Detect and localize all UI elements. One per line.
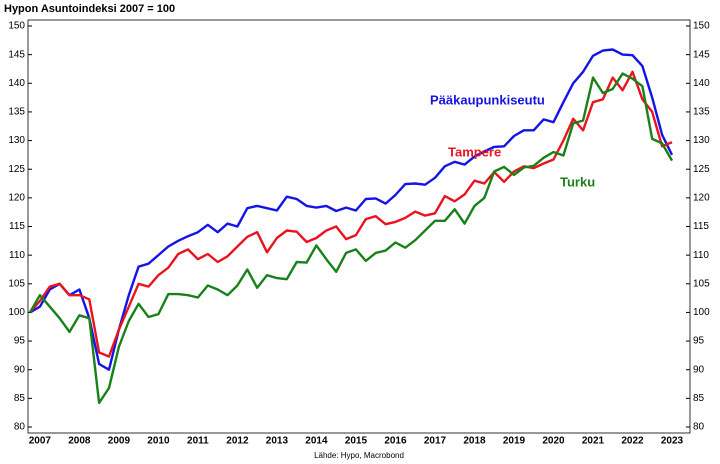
x-tick-label: 2008 bbox=[68, 436, 91, 447]
y2-tick-label: 115 bbox=[693, 221, 709, 232]
plot-frame bbox=[27, 19, 691, 434]
y2-tick-label: 90 bbox=[693, 364, 705, 375]
x-tick-label: 2022 bbox=[621, 436, 644, 447]
y2-tick-label: 125 bbox=[693, 164, 710, 175]
y2-tick-label: 145 bbox=[693, 49, 710, 60]
x-tick-label: 2019 bbox=[503, 436, 526, 447]
x-tick-label: 2018 bbox=[463, 436, 486, 447]
y2-tick-label: 85 bbox=[693, 393, 705, 404]
x-tick-label: 2009 bbox=[108, 436, 131, 447]
y-tick-label: 140 bbox=[8, 78, 25, 89]
x-tick-label: 2013 bbox=[266, 436, 289, 447]
series-label: Turku bbox=[560, 174, 595, 189]
source: Lähde: Hypo, Macrobond bbox=[314, 451, 404, 460]
y2-tick-label: 80 bbox=[693, 422, 705, 433]
y-tick-label: 120 bbox=[8, 192, 25, 203]
series-line bbox=[29, 70, 673, 358]
y-tick-label: 80 bbox=[14, 422, 26, 433]
y-tick-label: 90 bbox=[14, 364, 26, 375]
y2-tick-label: 100 bbox=[693, 307, 710, 318]
y-tick-label: 145 bbox=[8, 49, 25, 60]
x-tick-label: 2015 bbox=[345, 436, 368, 447]
y2-tick-label: 140 bbox=[693, 78, 710, 89]
x-tick-label: 2021 bbox=[582, 436, 605, 447]
y-tick-label: 95 bbox=[14, 336, 26, 347]
y-tick-label: 150 bbox=[8, 21, 25, 32]
x-tick-label: 2017 bbox=[424, 436, 447, 447]
x-tick-label: 2007 bbox=[29, 436, 52, 447]
x-tick-label: 2016 bbox=[384, 436, 407, 447]
y2-tick-label: 95 bbox=[693, 336, 705, 347]
y2-tick-label: 120 bbox=[693, 192, 710, 203]
y-tick-label: 105 bbox=[8, 278, 25, 289]
x-tick-label: 2010 bbox=[147, 436, 170, 447]
y-tick-label: 110 bbox=[9, 250, 25, 261]
x-tick-label: 2012 bbox=[226, 436, 249, 447]
chart-title: Hypon Asuntoindeksi 2007 = 100 bbox=[4, 3, 175, 15]
series-line bbox=[28, 72, 674, 405]
series-label: Tampere bbox=[448, 144, 501, 159]
y2-tick-label: 110 bbox=[693, 250, 709, 261]
y-tick-label: 130 bbox=[8, 135, 25, 146]
y2-tick-label: 150 bbox=[693, 21, 710, 32]
y-tick-label: 135 bbox=[8, 107, 25, 118]
series-line bbox=[29, 48, 674, 371]
y-tick-label: 100 bbox=[8, 307, 25, 318]
x-tick-label: 2020 bbox=[542, 436, 565, 447]
y-tick-label: 85 bbox=[14, 393, 26, 404]
x-tick-label: 2014 bbox=[305, 436, 328, 447]
y2-tick-label: 105 bbox=[693, 278, 710, 289]
y-tick-label: 125 bbox=[8, 164, 25, 175]
y2-tick-label: 130 bbox=[693, 135, 710, 146]
y-tick-label: 115 bbox=[9, 221, 25, 232]
series-label: Pääkaupunkiseutu bbox=[430, 92, 545, 107]
x-tick-label: 2023 bbox=[661, 436, 684, 447]
y2-tick-label: 135 bbox=[693, 107, 710, 118]
x-tick-label: 2011 bbox=[187, 436, 209, 447]
